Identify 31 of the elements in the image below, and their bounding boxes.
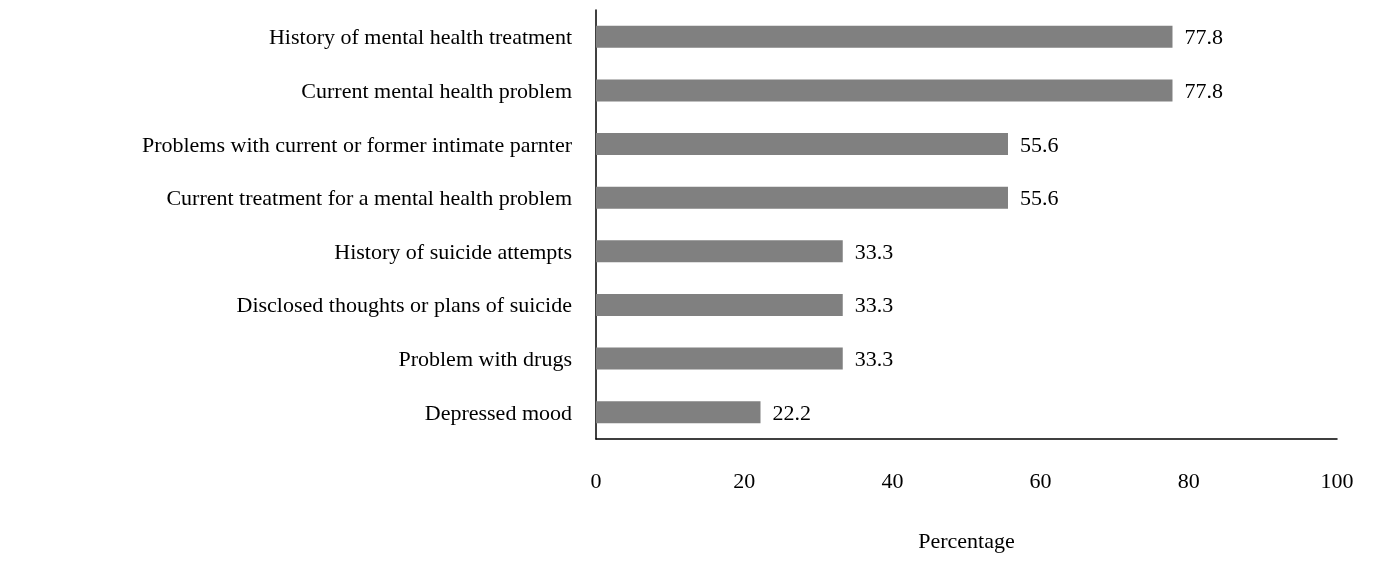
y-tick-label: Problem with drugs (398, 346, 572, 372)
data-label: 77.8 (1184, 24, 1223, 50)
x-tick-label: 40 (881, 467, 904, 493)
bar (596, 25, 1173, 48)
data-label: 77.8 (1184, 77, 1223, 103)
bar (596, 133, 1008, 156)
bar (596, 401, 761, 424)
bar (596, 240, 843, 263)
data-label: 55.6 (1020, 185, 1059, 211)
x-tick-label: 80 (1177, 467, 1200, 493)
data-label: 33.3 (854, 346, 894, 372)
x-axis-title: Percentage (918, 527, 1015, 553)
y-tick-label: Current treatment for a mental health problem (166, 185, 572, 211)
y-tick-label: Problems with current or former intimate parnter (141, 131, 573, 157)
y-tick-label: Current mental health problem (301, 77, 572, 103)
bar (596, 347, 843, 370)
x-tick-label: 100 (1320, 467, 1354, 493)
y-tick-label: History of suicide attempts (334, 238, 572, 264)
data-label: 33.3 (854, 292, 894, 318)
x-tick-label: 0 (590, 467, 602, 493)
bar (596, 293, 843, 316)
y-tick-label: History of mental health treatment (268, 24, 572, 50)
data-label: 22.2 (772, 399, 811, 425)
x-tick-label: 20 (733, 467, 756, 493)
data-label: 33.3 (854, 238, 894, 264)
y-tick-label: Disclosed thoughts or plans of suicide (236, 292, 572, 318)
y-tick-label: Depressed mood (424, 399, 572, 425)
data-label: 55.6 (1020, 131, 1059, 157)
bar (596, 186, 1008, 209)
bar (596, 79, 1173, 102)
x-tick-label: 60 (1029, 467, 1052, 493)
